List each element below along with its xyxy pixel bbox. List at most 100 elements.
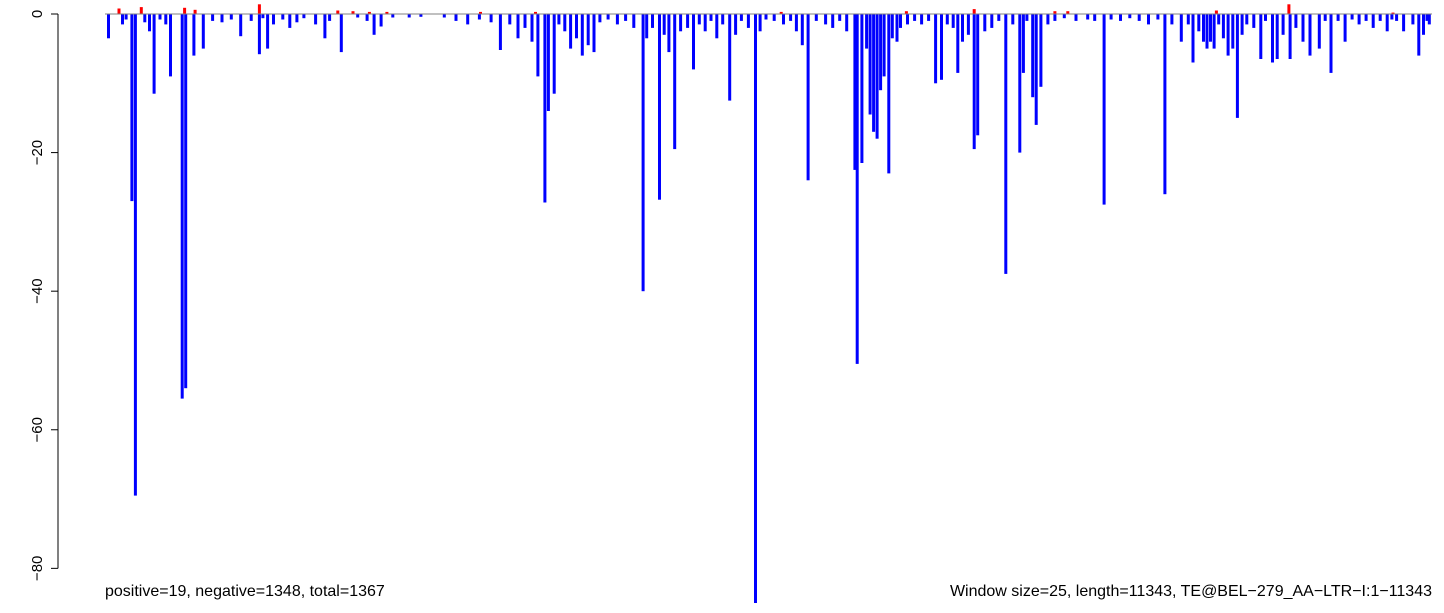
negative-bar	[169, 14, 172, 77]
negative-bar	[1271, 14, 1274, 63]
negative-bar	[124, 14, 128, 20]
negative-bar	[1323, 14, 1327, 21]
negative-bar	[419, 14, 423, 17]
negative-bar	[662, 14, 666, 35]
negative-bar	[546, 14, 550, 111]
negative-bar	[261, 14, 265, 19]
negative-bar	[1288, 14, 1292, 59]
negative-bar	[956, 14, 960, 73]
negative-bar	[1137, 14, 1141, 21]
negative-bar	[580, 14, 584, 56]
negative-bar	[1317, 14, 1321, 49]
negative-bar	[845, 14, 849, 32]
negative-bar	[1275, 14, 1279, 59]
negative-bar	[1086, 14, 1090, 20]
negative-bar	[130, 14, 134, 202]
negative-bar	[229, 14, 233, 20]
negative-bar	[966, 14, 970, 35]
negative-bar	[1102, 14, 1106, 205]
negative-bar	[328, 14, 332, 21]
negative-bar	[853, 14, 857, 170]
negative-bar	[272, 14, 275, 25]
negative-bar	[1202, 14, 1205, 42]
negative-bar	[314, 14, 318, 25]
negative-bar	[772, 14, 776, 21]
negative-bar	[703, 14, 707, 32]
negative-bar	[875, 14, 879, 139]
negative-bar	[890, 14, 894, 39]
negative-bar	[615, 14, 619, 25]
negative-bar	[575, 14, 578, 39]
negative-bar	[1039, 14, 1043, 87]
y-tick-label: −40	[29, 278, 46, 303]
positive-bar	[257, 4, 261, 14]
negative-bar	[249, 14, 253, 21]
negative-bar	[746, 14, 750, 28]
negative-bar	[1004, 14, 1008, 274]
y-tick-label: −60	[29, 417, 46, 442]
positive-bar	[479, 11, 482, 14]
negative-bar	[645, 14, 649, 39]
negative-bar	[728, 14, 732, 101]
negative-bar	[288, 14, 292, 28]
positive-bar	[972, 9, 976, 14]
negative-bar	[302, 14, 306, 19]
negative-bar	[1235, 14, 1239, 118]
negative-bar	[920, 14, 924, 25]
negative-bar	[211, 14, 215, 21]
negative-bar	[407, 14, 411, 18]
negative-bar	[934, 14, 938, 84]
negative-bar	[831, 14, 835, 28]
negative-bar	[569, 14, 573, 49]
negative-bar	[1425, 14, 1429, 21]
negative-bar	[961, 14, 964, 42]
positive-bar	[1066, 11, 1070, 14]
positive-bar	[1214, 10, 1218, 14]
negative-bar	[721, 14, 725, 25]
y-axis: 0 −20 −40 −60 −80	[29, 10, 59, 581]
negative-bar	[184, 14, 188, 389]
positive-bar	[534, 11, 537, 14]
positive-bar	[1287, 4, 1291, 14]
negative-bar	[295, 14, 299, 23]
negative-bar	[641, 14, 645, 292]
negative-bar	[1417, 14, 1421, 56]
positive-bar	[183, 7, 187, 14]
negative-bar	[563, 14, 567, 32]
positive-bar	[117, 8, 121, 14]
negative-bar	[715, 14, 719, 39]
negative-bar	[180, 14, 184, 399]
negative-bar	[530, 14, 534, 42]
negative-bar	[1179, 14, 1183, 42]
negative-bar	[879, 14, 883, 91]
negative-bar	[899, 14, 902, 28]
negative-bar	[1034, 14, 1038, 125]
negative-bar	[379, 14, 383, 27]
negative-bar	[824, 14, 828, 25]
negative-bar	[1074, 14, 1078, 21]
negative-bar	[489, 14, 493, 23]
negative-bar	[990, 14, 994, 28]
negative-bar	[1226, 14, 1230, 56]
negative-bar	[1390, 14, 1394, 20]
negative-bar	[1402, 14, 1406, 32]
negative-bar	[860, 14, 864, 163]
negative-bar	[1350, 14, 1354, 20]
negative-bar	[1364, 14, 1368, 21]
negative-bar	[1170, 14, 1174, 25]
negative-bar	[586, 14, 590, 46]
negative-bar	[1240, 14, 1244, 35]
negative-bar	[927, 14, 931, 21]
negative-bar	[1147, 14, 1150, 25]
negative-bar	[1245, 14, 1249, 25]
negative-bar	[882, 14, 886, 77]
negative-bar	[983, 14, 987, 32]
negative-bar	[1378, 14, 1382, 21]
negative-bar	[1264, 14, 1267, 21]
negative-bar	[782, 14, 785, 25]
positive-bar	[336, 10, 340, 14]
negative-bar	[498, 14, 502, 50]
negative-bar	[1427, 14, 1431, 25]
negative-bar	[1259, 14, 1263, 59]
